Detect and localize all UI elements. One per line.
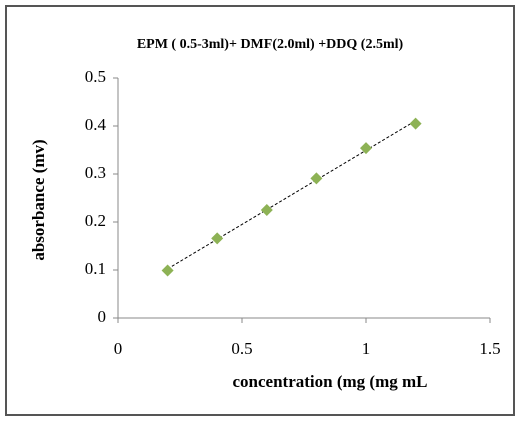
y-tick-label: 0.1	[85, 259, 106, 278]
data-point	[409, 117, 422, 130]
x-tick-label: 0.5	[231, 339, 252, 358]
chart-title: EPM ( 0.5-3ml)+ DMF(2.0ml) +DDQ (2.5ml)	[137, 37, 404, 52]
data-point	[360, 142, 372, 155]
x-tick-label: 1.5	[479, 339, 500, 358]
y-axis-label: absorbance (mv)	[29, 139, 48, 260]
y-tick-label: 0.3	[85, 163, 106, 182]
y-tick-label: 0.2	[85, 211, 106, 230]
trendline	[167, 120, 416, 270]
x-tick-label: 0	[114, 339, 123, 358]
chart-frame	[5, 5, 515, 416]
y-tick-label: 0.5	[85, 67, 106, 86]
x-axis-label: concentration (mg (mg mL	[233, 372, 428, 391]
data-point	[260, 204, 273, 216]
y-tick-label: 0.4	[85, 115, 107, 134]
data-point	[161, 264, 174, 277]
data-point	[211, 232, 224, 245]
data-point	[310, 172, 323, 185]
y-tick-label: 0	[98, 307, 107, 326]
x-tick-label: 1	[362, 339, 371, 358]
